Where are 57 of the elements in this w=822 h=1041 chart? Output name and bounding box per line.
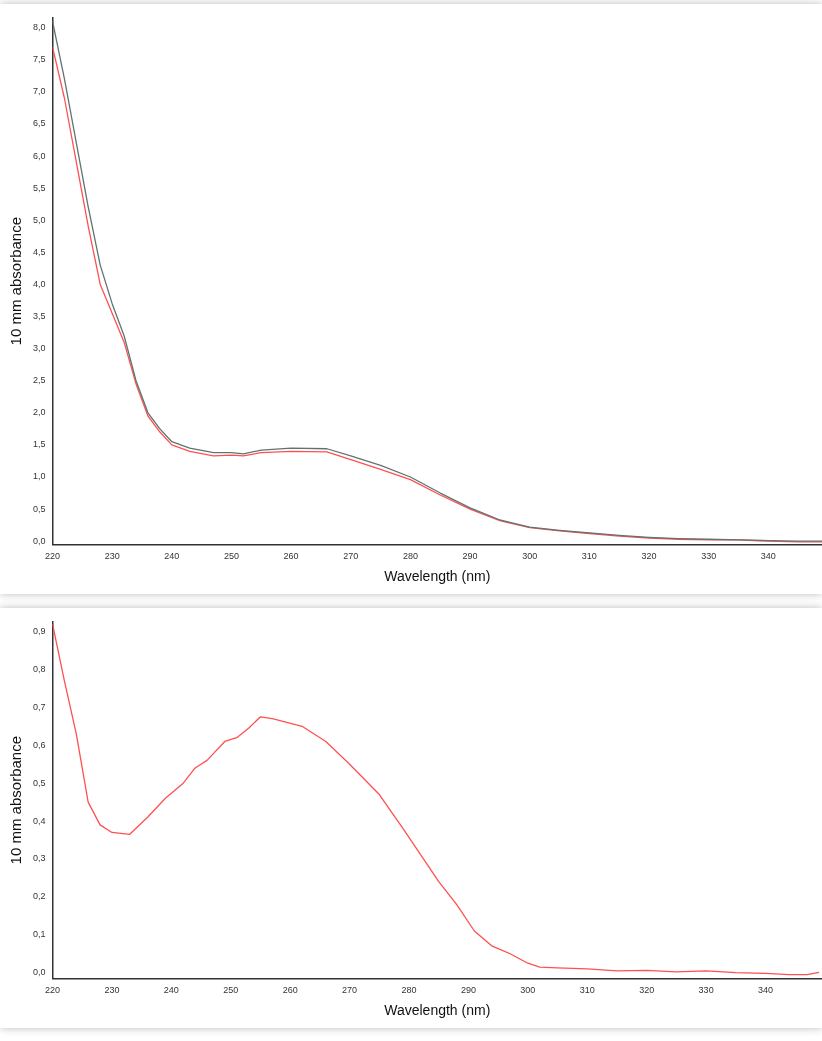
y-tick-label: 0,7 bbox=[33, 701, 46, 712]
x-tick-label: 310 bbox=[579, 985, 595, 996]
y-tick-label: 0,8 bbox=[33, 663, 46, 674]
y-tick-label: 6,0 bbox=[33, 150, 46, 161]
x-tick-label: 240 bbox=[164, 551, 180, 562]
y-tick-label: 3,0 bbox=[33, 343, 46, 354]
y-tick-label: 3,5 bbox=[33, 310, 46, 321]
x-tick-label: 320 bbox=[641, 551, 657, 562]
y-tick-label: 8,0 bbox=[33, 22, 46, 33]
y-tick-label: 1,0 bbox=[33, 471, 46, 482]
y-tick-label: 4,5 bbox=[33, 246, 46, 257]
y-axis-title: 10 mm absorbance bbox=[7, 736, 25, 865]
y-tick-label: 0,6 bbox=[33, 739, 46, 750]
x-tick-label: 310 bbox=[581, 551, 597, 562]
y-tick-label: 7,5 bbox=[33, 54, 46, 65]
x-tick-label: 270 bbox=[342, 985, 358, 996]
x-tick-label: 250 bbox=[223, 985, 239, 996]
x-tick-label: 260 bbox=[282, 985, 298, 996]
x-tick-label: 250 bbox=[223, 551, 239, 562]
x-tick-label: 340 bbox=[760, 551, 776, 562]
y-tick-label: 6,5 bbox=[33, 118, 46, 129]
x-tick-label: 330 bbox=[701, 551, 717, 562]
y-tick-label: 0,0 bbox=[33, 535, 46, 546]
x-tick-label: 300 bbox=[522, 551, 538, 562]
x-tick-label: 230 bbox=[104, 551, 120, 562]
y-tick-label: 0,1 bbox=[33, 929, 46, 940]
x-tick-label: 240 bbox=[163, 985, 179, 996]
x-axis-title: Wavelength (nm) bbox=[384, 1002, 491, 1019]
y-tick-label: 5,0 bbox=[33, 214, 46, 225]
x-tick-label: 300 bbox=[520, 985, 536, 996]
y-tick-label: 0,5 bbox=[33, 777, 46, 788]
x-tick-label: 220 bbox=[45, 551, 61, 562]
y-tick-label: 2,5 bbox=[33, 375, 46, 386]
x-tick-label: 280 bbox=[402, 551, 418, 562]
y-tick-label: 2,0 bbox=[33, 407, 46, 418]
x-tick-label: 340 bbox=[758, 985, 774, 996]
y-tick-label: 4,0 bbox=[33, 278, 46, 289]
y-tick-label: 7,0 bbox=[33, 86, 46, 97]
y-tick-label: 0,9 bbox=[33, 625, 46, 636]
y-tick-label: 0,4 bbox=[33, 815, 46, 826]
x-tick-label: 230 bbox=[104, 985, 120, 996]
x-axis-title: Wavelength (nm) bbox=[384, 568, 491, 585]
x-tick-label: 270 bbox=[343, 551, 359, 562]
x-tick-label: 280 bbox=[401, 985, 417, 996]
y-tick-label: 0,5 bbox=[33, 503, 46, 514]
y-tick-label: 0,2 bbox=[33, 891, 46, 902]
x-tick-label: 290 bbox=[462, 551, 478, 562]
y-tick-label: 0,3 bbox=[33, 853, 46, 864]
y-axis-title: 10 mm absorbance bbox=[7, 217, 25, 346]
x-tick-label: 220 bbox=[45, 985, 61, 996]
x-tick-label: 330 bbox=[698, 985, 714, 996]
y-tick-label: 1,5 bbox=[33, 439, 46, 450]
y-tick-label: 0,0 bbox=[33, 967, 46, 978]
x-tick-label: 290 bbox=[460, 985, 476, 996]
x-tick-label: 260 bbox=[283, 551, 299, 562]
y-tick-label: 5,5 bbox=[33, 182, 46, 193]
x-tick-label: 320 bbox=[639, 985, 655, 996]
